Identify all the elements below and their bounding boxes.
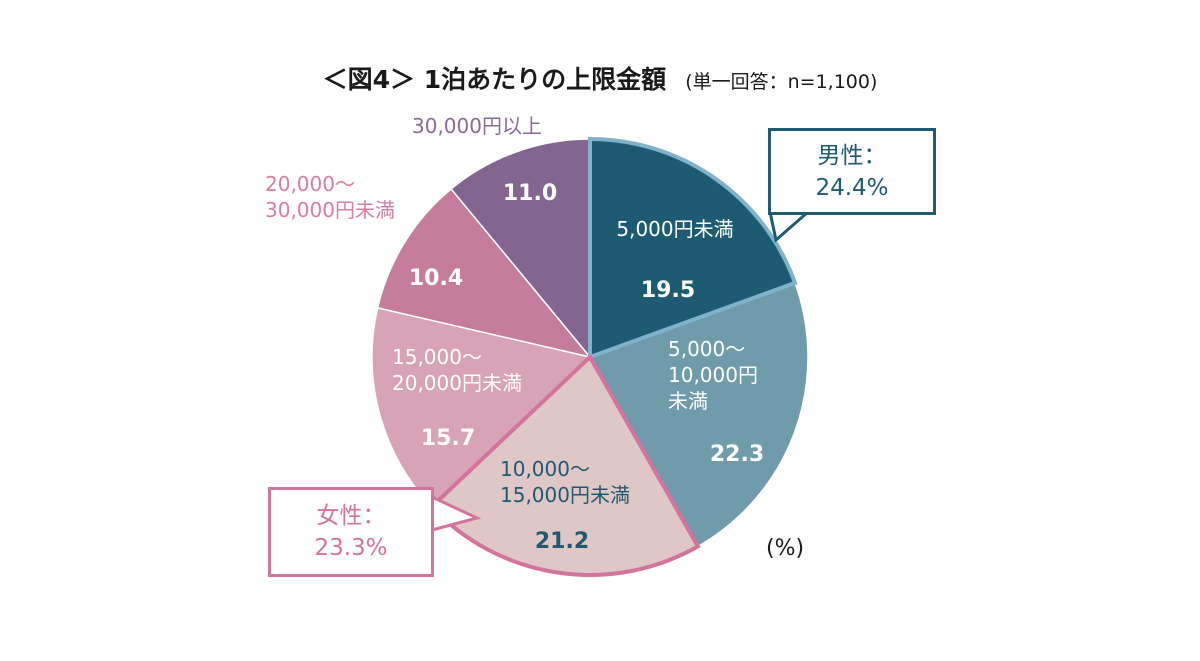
slice-label-5-line-2: 30,000円未満: [265, 198, 395, 222]
slice-label-6-line-1: 30,000円以上: [412, 114, 542, 138]
slice-label-3-line-1: 10,000～: [500, 457, 590, 481]
chart-subtitle: (単一回答：n=1,100): [685, 71, 878, 93]
callout-male: 男性： 24.4%: [768, 128, 936, 215]
slice-value-1: 19.5: [641, 278, 695, 303]
callout-female-value: 23.3%: [314, 535, 388, 561]
slice-label-2-line-3: 未満: [668, 389, 708, 413]
slice-label-4-line-1: 15,000～: [392, 345, 482, 369]
slice-value-3: 21.2: [535, 529, 589, 554]
title-row: ＜図4＞ 1泊あたりの上限金額 (単一回答：n=1,100): [0, 60, 1200, 96]
slice-label-3-line-2: 15,000円未満: [500, 483, 630, 507]
pie-slice-5: [376, 187, 592, 359]
callout-female-label: 女性：: [316, 503, 386, 529]
unit-label: (%): [766, 536, 805, 561]
callout-male-tail: [768, 210, 812, 243]
callout-female: 女性： 23.3%: [268, 487, 434, 577]
chart-title: ＜図4＞ 1泊あたりの上限金額: [322, 65, 667, 94]
slice-value-4: 15.7: [421, 426, 475, 451]
slice-label-1-line-1: 5,000円未満: [616, 217, 733, 241]
slice-label-4-line-2: 20,000円未満: [392, 371, 522, 395]
highlight-outline-female: [428, 353, 701, 577]
callout-male-value: 24.4%: [815, 174, 889, 201]
slice-label-2-line-1: 5,000～: [668, 337, 745, 361]
slice-value-2: 22.3: [710, 442, 764, 467]
slice-label-2-line-2: 10,000円: [668, 363, 758, 387]
pie-slice-6: [450, 138, 591, 360]
highlight-outline-male: [588, 136, 798, 360]
slice-label-5-line-1: 20,000～: [265, 172, 355, 196]
slice-value-5: 10.4: [409, 266, 463, 291]
slice-value-6: 11.0: [503, 181, 557, 206]
pie-slice-2: [588, 281, 809, 548]
callout-male-label: 男性：: [817, 142, 887, 169]
